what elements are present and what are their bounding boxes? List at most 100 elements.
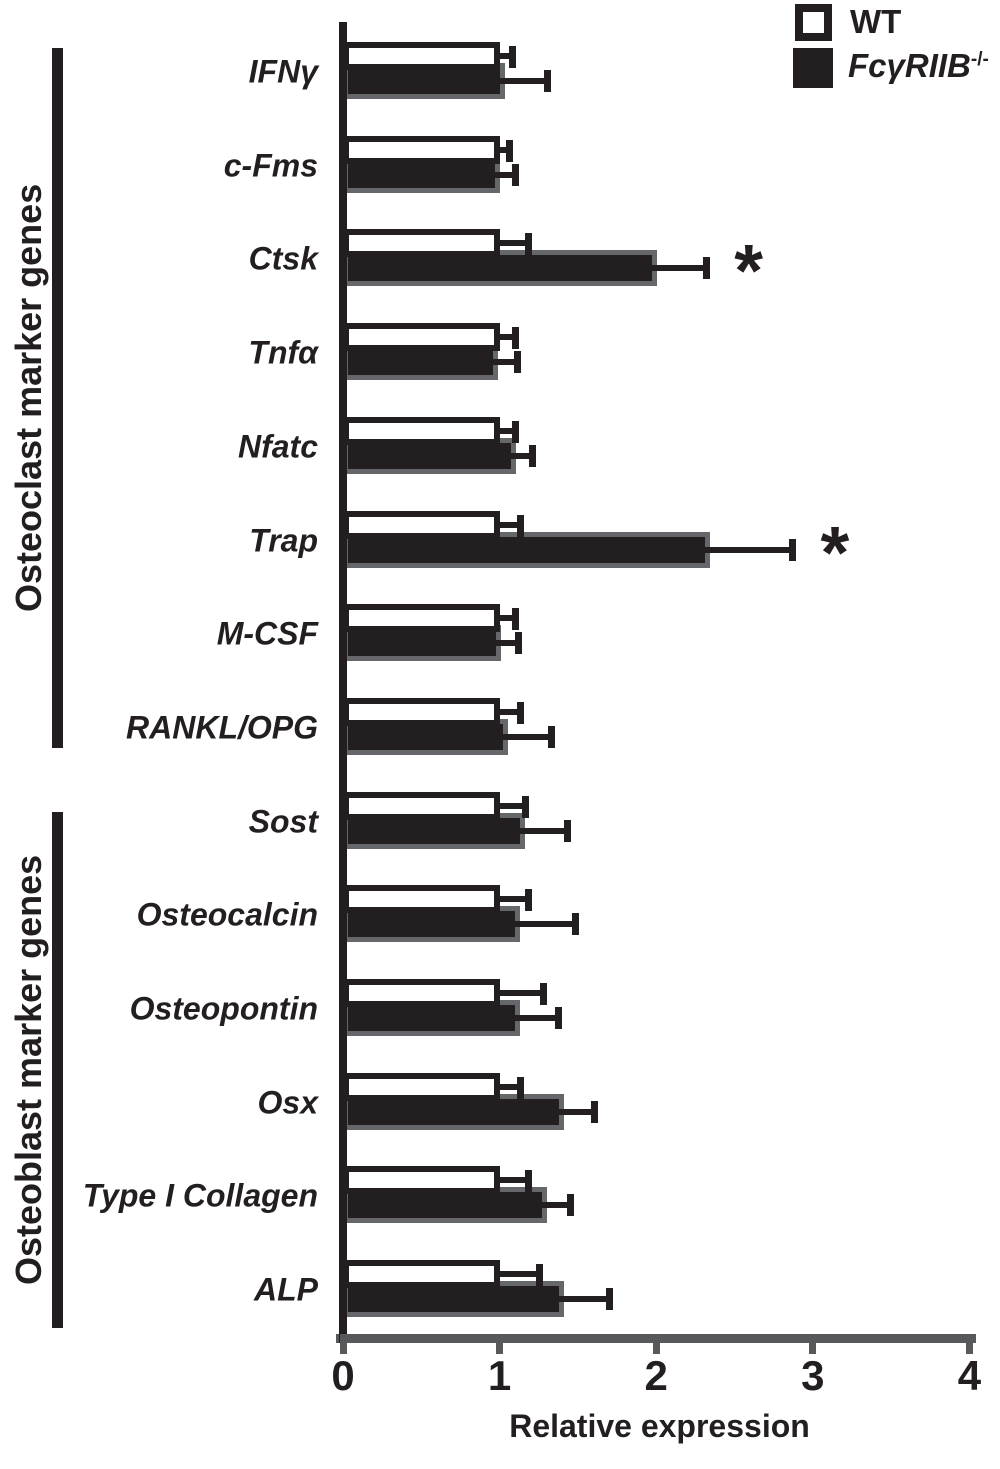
x-tick-mark (496, 1334, 504, 1354)
wt-error-line (495, 1177, 528, 1184)
bar-row-sost: Sost (0, 775, 1000, 869)
ko-error-line (647, 265, 707, 272)
bars-area (343, 400, 1000, 494)
bars-area (343, 1149, 1000, 1243)
wt-error-cap (524, 233, 532, 256)
bar-row-nfatc: Nfatc (0, 400, 1000, 494)
gene-label: Type I Collagen (82, 1177, 318, 1214)
gene-label: Ctsk (248, 240, 318, 277)
wt-error-cap (540, 983, 548, 1005)
legend-ko-label-main: FcγRIIB (848, 47, 971, 84)
bars-area (343, 1243, 1000, 1337)
gene-label: Osx (257, 1084, 318, 1121)
wt-bar (343, 604, 500, 633)
wt-error-line (495, 708, 520, 715)
wt-error-line (495, 334, 516, 341)
y-axis-line (339, 22, 347, 1343)
x-tick-label: 0 (331, 1352, 355, 1399)
wt-error-cap (505, 139, 513, 162)
ko-error-cap (606, 1288, 614, 1311)
ko-error-cap (789, 538, 797, 561)
x-tick-label: 2 (644, 1352, 668, 1399)
bar-row-osx: Osx (0, 1056, 1000, 1150)
wt-bar (343, 697, 500, 726)
ko-error-cap (567, 1194, 575, 1217)
wt-bar (343, 1166, 500, 1195)
bar-row-c-fms: c-Fms (0, 119, 1000, 213)
wt-bar (343, 323, 500, 352)
bars-area: * (343, 494, 1000, 589)
ko-error-cap (515, 632, 523, 655)
bars-area (343, 681, 1000, 775)
ko-error-line (495, 78, 547, 84)
ko-error-line (489, 359, 517, 366)
wt-error-cap (524, 1170, 532, 1193)
wt-error-line (495, 240, 528, 247)
wt-error-cap (516, 1076, 524, 1099)
x-tick-label: 1 (487, 1352, 512, 1399)
legend-ko-label-superscript: -/- (970, 49, 989, 70)
wt-error-cap (521, 795, 529, 818)
ko-error-line (490, 171, 516, 178)
wt-error-cap (516, 514, 524, 537)
bar-row-m-csf: M-CSF (0, 587, 1000, 681)
osteoclast-group-bracket (52, 48, 63, 748)
wt-error-cap (509, 46, 517, 68)
x-tick-mark (965, 1334, 973, 1354)
wt-error-line (495, 802, 525, 809)
wt-error-cap (512, 327, 520, 350)
wt-error-line (495, 521, 520, 528)
ko-error-line (555, 1296, 610, 1303)
wt-error-line (495, 146, 509, 153)
wt-error-cap (524, 889, 532, 912)
gene-label: c-Fms (223, 147, 318, 184)
wt-bar (343, 1072, 500, 1101)
x-tick-mark (339, 1334, 347, 1354)
osteoblast-group-bracket (52, 812, 63, 1328)
wt-error-line (495, 990, 544, 996)
bar-row-osteocalcin: Osteocalcin (0, 868, 1000, 962)
legend-wt-label: WT (850, 3, 902, 40)
wt-error-line (495, 427, 516, 434)
wt-bar (343, 135, 500, 164)
gene-label: Tnfα (248, 334, 318, 371)
wt-error-cap (516, 701, 524, 724)
x-axis-title: Relative expression (509, 1408, 810, 1444)
wt-error-line (495, 1083, 520, 1090)
gene-label: IFNγ (248, 53, 318, 90)
ko-error-cap (548, 725, 556, 748)
x-tick-mark (652, 1334, 660, 1354)
bar-row-type-i-collagen: Type I Collagen (0, 1149, 1000, 1243)
significance-asterisk: * (734, 229, 764, 313)
bars-area (343, 306, 1000, 400)
bar-row-tnf-: Tnfα (0, 306, 1000, 400)
wt-bar (343, 1260, 500, 1289)
gene-label: Nfatc (237, 428, 318, 465)
wt-error-line (495, 53, 513, 59)
gene-label: ALP (254, 1271, 318, 1308)
ko-error-cap (703, 257, 711, 280)
wt-error-line (495, 1271, 539, 1278)
ko-error-line (492, 640, 519, 647)
ko-error-cap (512, 163, 520, 186)
gene-label: Osteocalcin (136, 896, 318, 933)
ko-error-cap (563, 819, 571, 842)
bars-area (343, 25, 1000, 119)
ko-error-line (700, 546, 793, 553)
gene-label: M-CSF (216, 615, 318, 652)
ko-error-cap (529, 444, 537, 467)
bars-area: * (343, 212, 1000, 313)
wt-error-cap (512, 420, 520, 443)
bars-area (343, 962, 1000, 1056)
ko-error-line (537, 1202, 571, 1209)
ko-error-line (498, 733, 552, 740)
ko-error-line (555, 1108, 594, 1115)
ko-error-line (506, 452, 533, 459)
gene-label: RANKL/OPG (126, 709, 318, 746)
ko-error-cap (543, 70, 551, 92)
x-tick-label: 3 (801, 1352, 825, 1399)
ko-error-cap (590, 1100, 598, 1123)
ko-error-cap (513, 351, 521, 374)
legend-ko-swatch (793, 48, 833, 88)
bars-area (343, 1056, 1000, 1150)
